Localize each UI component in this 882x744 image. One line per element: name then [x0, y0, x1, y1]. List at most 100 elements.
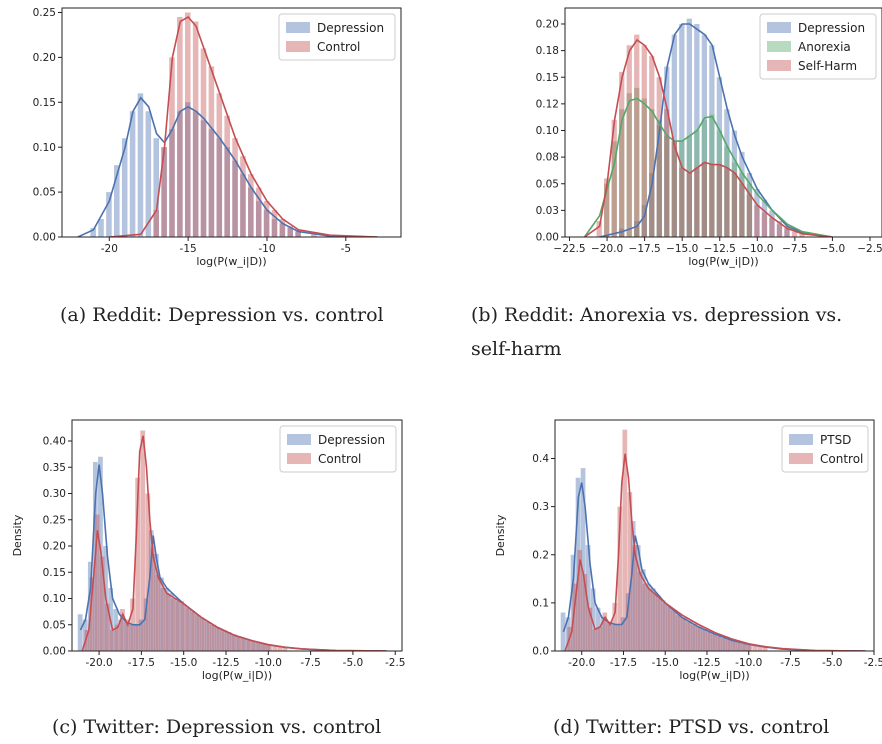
y-axis-label: Density — [11, 514, 24, 556]
hist-bar — [686, 173, 692, 237]
hist-bar — [656, 119, 662, 237]
hist-bar — [271, 219, 278, 237]
hist-bar — [664, 135, 670, 237]
hist-bar — [709, 114, 715, 237]
hist-bar — [99, 556, 105, 651]
hist-bar — [642, 583, 648, 651]
hist-bar — [170, 598, 176, 651]
y-tick-label: 0.0 — [532, 646, 549, 658]
hist-bar — [226, 632, 232, 651]
hist-bar — [630, 521, 636, 651]
hist-bar — [272, 645, 278, 651]
hist-bar — [204, 621, 210, 651]
y-tick-label: 0.05 — [43, 619, 66, 631]
hist-bar — [632, 545, 638, 651]
hist-bar — [687, 620, 693, 651]
plot-frame — [71, 419, 403, 652]
hist-bar — [245, 639, 251, 651]
hist-bar — [652, 593, 658, 651]
x-tick-label: -7.5 — [300, 657, 321, 669]
hist-bar — [611, 141, 617, 237]
kde-line — [564, 453, 866, 651]
hist-bar — [671, 141, 677, 237]
hist-bar — [655, 595, 661, 651]
hist-bar — [192, 21, 199, 237]
hist-bar — [707, 631, 713, 651]
hist-bar — [224, 147, 230, 237]
y-tick-label: 0.05 — [33, 187, 56, 199]
hist-bar — [686, 135, 692, 237]
hist-bar — [656, 125, 662, 237]
y-tick-label: 0.00 — [43, 646, 66, 658]
y-tick-label: 0.2 — [532, 549, 549, 561]
hist-bar — [741, 643, 746, 651]
hist-bar — [109, 630, 115, 651]
hist-bar — [145, 493, 151, 651]
hist-bar — [645, 583, 651, 651]
y-tick-label: 0.15 — [33, 97, 56, 109]
hist-bar — [104, 603, 110, 651]
hist-bar — [761, 212, 768, 237]
hist-bar — [257, 642, 262, 651]
hist-bar — [84, 630, 90, 651]
hist-bar — [737, 641, 743, 651]
caption-a: (a) Reddit: Depression vs. control — [60, 304, 384, 326]
legend-swatch — [286, 41, 310, 52]
hist-bar — [221, 630, 227, 651]
hist-bar — [575, 477, 581, 651]
y-tick-label: 0.10 — [43, 593, 66, 605]
hist-bar — [769, 217, 775, 237]
hist-bar — [757, 646, 763, 651]
hist-bar — [129, 111, 136, 237]
hist-bar — [158, 577, 164, 651]
hist-bar — [106, 192, 112, 237]
hist-bar — [232, 160, 238, 237]
y-tick-label: 0.00 — [536, 232, 559, 244]
x-tick-label: -20.0 — [85, 657, 112, 669]
plot-frame — [61, 7, 402, 238]
hist-bar — [717, 635, 723, 651]
hist-bar — [620, 617, 626, 651]
plot-frame — [554, 419, 875, 652]
hist-bar — [679, 141, 685, 237]
kde-line — [584, 38, 833, 237]
hist-bar — [716, 636, 721, 651]
hist-bar — [615, 624, 621, 651]
hist-bar — [248, 174, 254, 237]
hist-bar — [184, 102, 191, 237]
hist-bar — [161, 147, 167, 237]
hist-bar — [701, 119, 708, 237]
hist-bar — [216, 138, 223, 237]
hist-bar — [248, 187, 254, 237]
hist-bar — [705, 631, 711, 651]
hist-bar — [784, 228, 790, 237]
hist-bar — [799, 233, 805, 237]
legend-box — [759, 13, 877, 80]
legend-label: Anorexia — [798, 40, 851, 54]
y-tick-label: 0.25 — [43, 514, 66, 526]
hist-bar — [702, 628, 708, 651]
hist-bar — [650, 588, 656, 651]
hist-bar — [169, 129, 175, 237]
y-tick-label: 0.08 — [536, 152, 559, 164]
panel-c: -20.0 -17.5 -15.0 -12.5 -10.0 -7.5 -5.0 -2.5 0.0… — [11, 419, 405, 682]
hist-bar — [77, 614, 83, 651]
hist-bar — [649, 55, 655, 237]
hist-bar — [710, 634, 716, 651]
hist-bar — [125, 619, 130, 651]
legend-swatch — [286, 22, 310, 33]
hist-bar — [597, 626, 603, 651]
hist-bar — [232, 138, 238, 237]
hist-bar — [572, 583, 578, 651]
hist-bar — [709, 45, 715, 237]
hist-bar — [94, 514, 100, 651]
hist-bar — [311, 233, 317, 237]
hist-bar — [619, 228, 625, 237]
hist-bar — [634, 221, 640, 237]
panel-a: -20 -15 -10 -5 0.00 0.05 0.10 0.15 0.20 0.25 log(P… — [33, 7, 402, 268]
hist-bar — [682, 617, 688, 651]
plot-frame — [564, 7, 882, 238]
hist-bar — [184, 12, 191, 237]
y-tick-label: 0.30 — [43, 488, 66, 500]
hist-bar — [120, 609, 125, 651]
